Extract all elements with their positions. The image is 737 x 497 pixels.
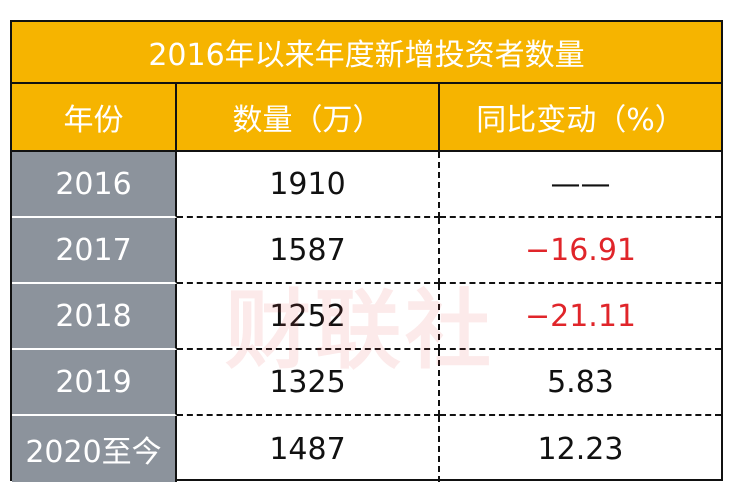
table-cell: 1910: [177, 152, 440, 218]
table-cell: 1587: [177, 218, 440, 284]
row-label: 2017: [12, 218, 177, 284]
column-header: 年份: [12, 84, 177, 152]
table-cell: −21.11: [440, 284, 721, 350]
row-label: 2020至今: [12, 416, 177, 482]
watermark: 财联社: [225, 281, 495, 381]
table-cell: 1252: [177, 284, 440, 350]
row-label: 2018: [12, 284, 177, 350]
table-cell: 12.23: [537, 431, 624, 467]
table-cell: 1487: [177, 416, 440, 482]
table-cell: −16.91: [440, 218, 721, 284]
table: 2016年以来年度新增投资者数量 年份 数量（万） 同比变动（%） 2016 1910 ——…: [10, 20, 723, 482]
table-cell: ——: [440, 152, 721, 218]
column-header: 数量（万）: [177, 84, 440, 152]
table-cell: 5.83: [440, 350, 721, 416]
table-cell: 1325: [177, 350, 440, 416]
row-label: 2019: [12, 350, 177, 416]
table-title: 2016年以来年度新增投资者数量: [10, 20, 723, 84]
row-label: 2016: [12, 152, 177, 218]
column-header: 同比变动（%）: [440, 84, 721, 152]
